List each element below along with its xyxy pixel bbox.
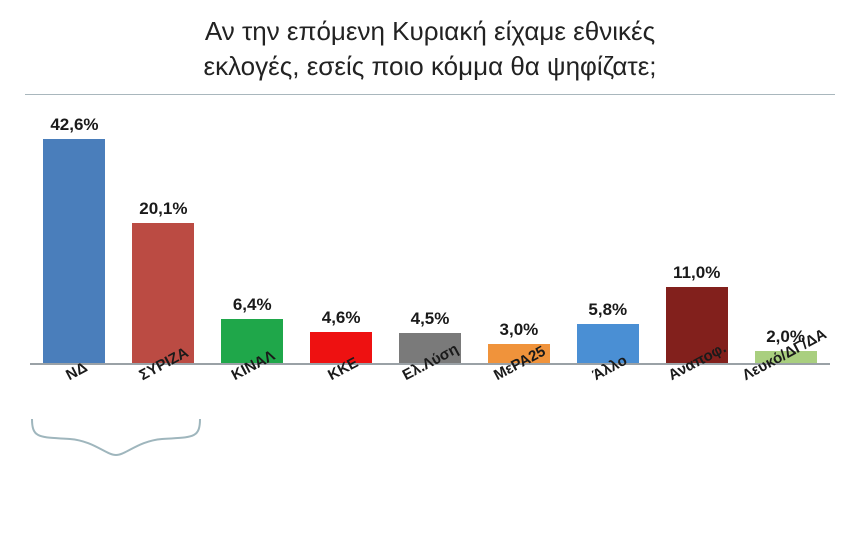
label-slot-4: Ελ.Λύση <box>386 365 475 435</box>
election-poll-chart: Αν την επόμενη Κυριακή είχαμε εθνικές εκ… <box>0 0 860 540</box>
bar-rect-SYRIZA[interactable] <box>132 223 194 365</box>
chart-title: Αν την επόμενη Κυριακή είχαμε εθνικές εκ… <box>20 0 840 84</box>
bar-item-5[interactable]: 3,0% <box>474 115 563 365</box>
bar-value-2: 6,4% <box>233 295 272 315</box>
bar-series: 42,6% 20,1% 6,4% 4,6% 4,5% 3,0% <box>30 115 830 365</box>
bar-item-0[interactable]: 42,6% <box>30 115 119 365</box>
bar-value-1: 20,1% <box>139 199 187 219</box>
bar-value-6: 5,8% <box>588 300 627 320</box>
bar-item-1[interactable]: 20,1% <box>119 115 208 365</box>
bar-item-4[interactable]: 4,5% <box>386 115 475 365</box>
bar-chart-plot-area[interactable]: 42,6% 20,1% 6,4% 4,6% 4,5% 3,0% <box>20 115 840 455</box>
label-slot-8: Λευκό/ΔΓ/ΔΑ <box>741 365 830 435</box>
chart-title-line-1: Αν την επόμενη Κυριακή είχαμε εθνικές <box>20 14 840 49</box>
label-slot-6: Άλλο <box>563 365 652 435</box>
label-slot-3: ΚΚΕ <box>297 365 386 435</box>
bar-value-0: 42,6% <box>50 115 98 135</box>
label-slot-7: Αναποφ. <box>652 365 741 435</box>
title-divider <box>25 94 835 95</box>
bar-value-4: 4,5% <box>411 309 450 329</box>
bar-value-7: 11,0% <box>673 263 720 283</box>
bar-rect-ND[interactable] <box>43 139 105 365</box>
bar-value-3: 4,6% <box>322 308 361 328</box>
bar-item-7[interactable]: 11,0% <box>652 115 741 365</box>
label-slot-5: ΜεΡΑ25 <box>474 365 563 435</box>
label-slot-2: ΚΙΝΑΛ <box>208 365 297 435</box>
nd-syriza-bracket <box>30 417 202 457</box>
bar-item-2[interactable]: 6,4% <box>208 115 297 365</box>
bar-value-5: 3,0% <box>500 320 539 340</box>
bar-item-6[interactable]: 5,8% <box>563 115 652 365</box>
chart-title-line-2: εκλογές, εσείς ποιο κόμμα θα ψηφίζατε; <box>20 49 840 84</box>
bar-item-3[interactable]: 4,6% <box>297 115 386 365</box>
